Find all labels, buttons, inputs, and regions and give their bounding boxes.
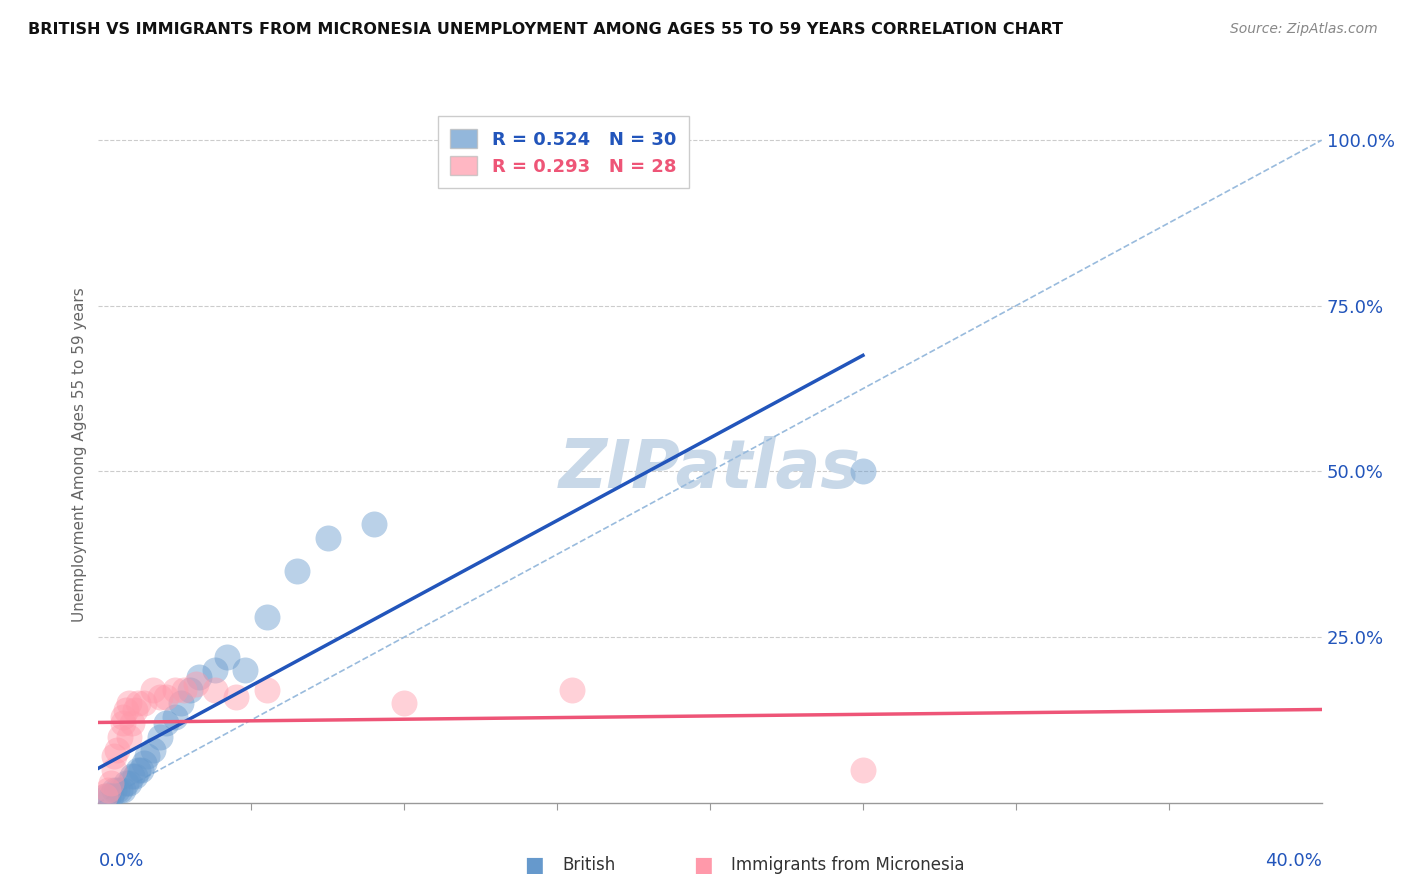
- Point: [285, 564, 308, 578]
- Point: [100, 789, 122, 804]
- Point: [111, 709, 134, 723]
- Point: [256, 610, 278, 624]
- Point: [127, 697, 149, 711]
- Point: [163, 709, 186, 723]
- Point: [134, 756, 156, 770]
- Point: [105, 743, 128, 757]
- Point: [105, 782, 128, 797]
- Point: [118, 730, 141, 744]
- Point: [111, 716, 134, 731]
- Point: [97, 789, 120, 804]
- Point: [103, 763, 125, 777]
- Point: [134, 697, 156, 711]
- Point: [93, 789, 115, 804]
- Point: [124, 703, 146, 717]
- Point: [129, 763, 152, 777]
- Text: BRITISH VS IMMIGRANTS FROM MICRONESIA UNEMPLOYMENT AMONG AGES 55 TO 59 YEARS COR: BRITISH VS IMMIGRANTS FROM MICRONESIA UN…: [28, 22, 1063, 37]
- Point: [215, 650, 238, 665]
- Text: Immigrants from Micronesia: Immigrants from Micronesia: [731, 856, 965, 874]
- Point: [142, 683, 165, 698]
- Point: [93, 789, 115, 804]
- Point: [118, 697, 141, 711]
- Point: [155, 716, 177, 731]
- Point: [100, 776, 122, 790]
- Text: ZIPatlas: ZIPatlas: [560, 436, 860, 502]
- Point: [136, 749, 159, 764]
- Y-axis label: Unemployment Among Ages 55 to 59 years: Unemployment Among Ages 55 to 59 years: [72, 287, 87, 623]
- Text: Source: ZipAtlas.com: Source: ZipAtlas.com: [1230, 22, 1378, 37]
- Point: [108, 782, 131, 797]
- Point: [256, 683, 278, 698]
- Point: [173, 683, 195, 698]
- Point: [163, 683, 186, 698]
- Point: [97, 782, 120, 797]
- Point: [188, 670, 211, 684]
- Point: [170, 697, 193, 711]
- Point: [155, 690, 177, 704]
- Point: [103, 749, 125, 764]
- Point: [108, 730, 131, 744]
- Point: [111, 782, 134, 797]
- Point: [852, 763, 875, 777]
- Point: [115, 776, 138, 790]
- Point: [121, 716, 143, 731]
- Point: [179, 683, 201, 698]
- Legend: R = 0.524   N = 30, R = 0.293   N = 28: R = 0.524 N = 30, R = 0.293 N = 28: [437, 116, 689, 188]
- Point: [204, 663, 226, 677]
- Point: [225, 690, 247, 704]
- Text: British: British: [562, 856, 616, 874]
- Text: 0.0%: 0.0%: [98, 852, 143, 870]
- Text: ■: ■: [693, 855, 713, 875]
- Point: [186, 676, 208, 690]
- Text: 40.0%: 40.0%: [1265, 852, 1322, 870]
- Point: [118, 776, 141, 790]
- Point: [233, 663, 256, 677]
- Text: ■: ■: [524, 855, 544, 875]
- Point: [115, 703, 138, 717]
- Point: [127, 763, 149, 777]
- Point: [121, 769, 143, 783]
- Point: [204, 683, 226, 698]
- Point: [561, 683, 583, 698]
- Point: [852, 465, 875, 479]
- Point: [392, 697, 416, 711]
- Point: [149, 730, 172, 744]
- Point: [363, 517, 385, 532]
- Point: [149, 690, 172, 704]
- Point: [316, 531, 339, 545]
- Point: [142, 743, 165, 757]
- Point: [103, 782, 125, 797]
- Point: [124, 769, 146, 783]
